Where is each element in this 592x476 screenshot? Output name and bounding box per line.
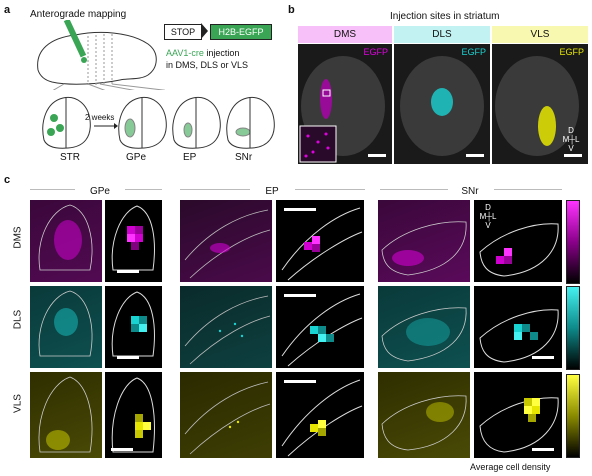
sagittal-brain-diagram [37,20,165,90]
panel-b-title: Injection sites in striatum [390,11,500,22]
c-scalebar [532,356,554,359]
c-image-dms-ep [180,200,272,282]
panel-a-label: a [4,4,11,16]
injection-text: AAV1-cre injection [166,48,239,58]
b-compass-d: D [568,126,574,135]
construct-arrow [201,23,208,39]
c-compass: D M┼L V [476,203,500,230]
b-compass-m: M [562,135,570,144]
c-compass-d: D [485,203,491,212]
b-header-dls: DLS [394,26,490,43]
c-image-dls-snr [378,286,470,368]
injection-word: injection [203,48,240,58]
construct-reporter-label: H2B-EGFP [218,27,264,37]
panel-c-label: c [4,174,11,186]
region-label-str: STR [60,152,80,163]
section-snr [226,96,275,149]
b-header-dms: DMS [298,26,392,43]
b-image-dls: EGFP [394,44,490,164]
region-label-ep: EP [183,152,197,163]
c-row-dls: DLS [12,309,24,330]
b-image-dms: EGFP [298,44,392,164]
construct-reporter-box: H2B-EGFP [210,24,272,40]
b-channel-vls: EGFP [559,47,584,57]
c-sep [125,189,162,190]
region-label-snr: SNr [235,152,253,163]
colorbar-dms [566,200,580,284]
panel-a-title: Anterograde mapping [30,9,127,20]
injection-sites-text: in DMS, DLS or VLS [166,60,249,70]
c-map-dls-gpe [105,286,162,368]
b-channel-dls: EGFP [461,47,486,57]
c-scalebar [284,380,316,383]
c-compass-m: M [479,212,487,221]
c-sep [180,189,250,190]
c-col-gpe: GPe [89,186,110,197]
c-scalebar [111,448,133,451]
panel-b-label: b [288,4,295,16]
c-row-dms: DMS [12,226,24,249]
region-label-gpe: GPe [126,152,147,163]
c-map-vls-snr [474,372,562,458]
section-ep [172,96,221,149]
c-col-ep: EP [265,186,279,197]
b-channel-dms: EGFP [363,47,388,57]
c-sep [380,189,448,190]
c-map-dms-snr: D M┼L V [474,200,562,282]
construct-stop-box: STOP [164,24,202,40]
b-image-vls: EGFP D M┼L V [492,44,588,164]
c-map-dls-snr [474,286,562,368]
b-compass-v: V [568,144,574,153]
c-map-vls-gpe [105,372,162,458]
colorbar-vls [566,374,580,458]
construct-stop-label: STOP [170,27,196,37]
c-col-snr: SNr [461,186,479,197]
c-scalebar [117,356,139,359]
c-image-vls-snr [378,372,470,458]
c-image-dms-gpe [30,200,102,282]
c-image-dms-snr [378,200,470,282]
b-compass: D M┼L V [559,126,583,153]
c-image-vls-ep [180,372,272,458]
virus-name: AAV1-cre [166,48,204,58]
c-map-dls-ep [276,286,364,368]
c-image-dls-ep [180,286,272,368]
c-map-dms-gpe [105,200,162,282]
interval-label: 2 weeks [85,113,115,122]
c-row-vls: VLS [12,394,24,413]
c-sep [494,189,562,190]
section-str [42,96,91,149]
c-image-vls-gpe [30,372,102,458]
colorbar-label: Average cell density [470,462,551,472]
c-scalebar [117,270,139,273]
coronal-sections [42,96,275,149]
section-gpe [118,96,167,149]
c-compass-v: V [485,221,491,230]
c-image-dls-gpe [30,286,102,368]
c-sep [295,189,365,190]
b-header-vls: VLS [492,26,588,43]
injection-needle [63,20,87,58]
c-scalebar [284,208,316,211]
c-compass-l: L [491,212,497,221]
b-compass-l: L [574,135,580,144]
colorbar-dls [566,286,580,370]
c-scalebar [532,448,554,451]
c-map-vls-ep [276,372,364,458]
c-map-dms-ep [276,200,364,282]
c-sep [30,189,75,190]
c-scalebar [284,294,316,297]
